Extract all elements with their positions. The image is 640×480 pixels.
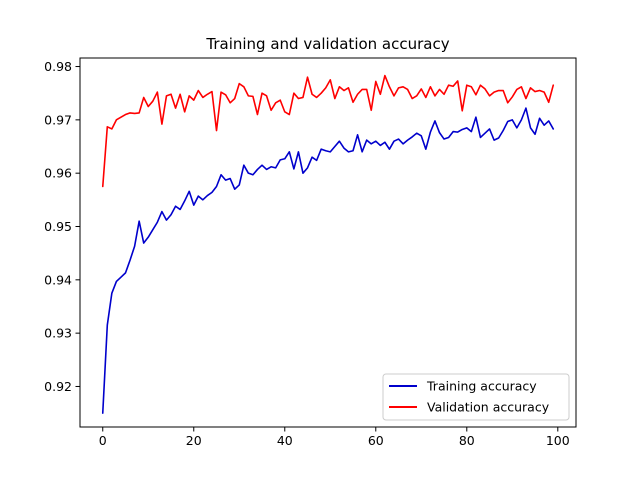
series-layer: [101, 74, 555, 414]
legend-label-training: Training accuracy: [426, 379, 537, 394]
series-line-training: [101, 107, 555, 414]
legend-label-validation: Validation accuracy: [427, 400, 550, 415]
chart-title: Training and validation accuracy: [205, 35, 449, 53]
y-tick-label: 0.98: [44, 59, 72, 74]
plot-frame: [79, 57, 577, 428]
x-tick-label: 100: [546, 433, 570, 448]
legend-box: [382, 373, 570, 421]
series-line-validation: [101, 74, 555, 188]
y-tick-label: 0.93: [44, 326, 72, 341]
x-tick-label: 0: [99, 433, 107, 448]
y-tick-label: 0.94: [44, 272, 72, 287]
y-tick-label: 0.97: [44, 112, 72, 127]
legend: Training accuracy Validation accuracy: [382, 373, 570, 421]
x-tick-label: 20: [186, 433, 202, 448]
y-axis: 0.92 0.93 0.94 0.95 0.96 0.97 0.98: [44, 59, 80, 394]
x-axis: 0 20 40 60 80 100: [99, 427, 570, 448]
y-tick-label: 0.92: [44, 379, 72, 394]
x-tick-label: 40: [277, 433, 293, 448]
y-tick-label: 0.95: [44, 219, 72, 234]
x-tick-label: 80: [459, 433, 475, 448]
x-tick-label: 60: [368, 433, 384, 448]
y-tick-label: 0.96: [44, 166, 72, 181]
